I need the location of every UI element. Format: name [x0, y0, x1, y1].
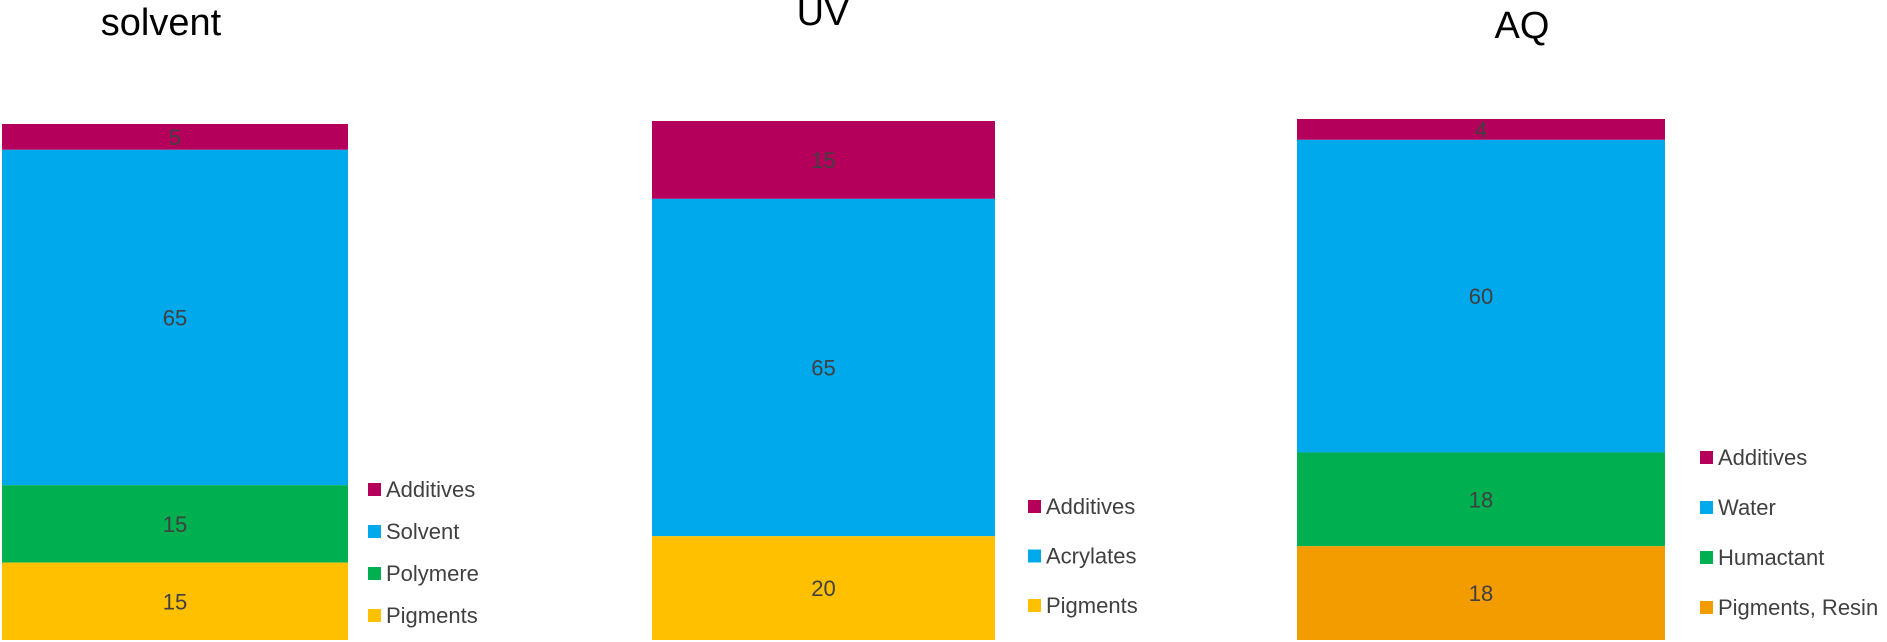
bar-segment-acrylates	[652, 198, 995, 537]
legend-swatch	[368, 609, 381, 622]
data-label: 65	[811, 356, 835, 381]
legend-swatch	[1700, 601, 1713, 614]
bar-segment-pigments	[652, 536, 995, 640]
legend-swatch	[368, 567, 381, 580]
legend-item: Pigments	[368, 603, 478, 628]
legend-item: Humactant	[1700, 545, 1824, 570]
legend-label: Pigments	[386, 603, 478, 628]
legend-label: Acrylates	[1046, 544, 1136, 569]
data-label: 60	[1469, 284, 1493, 309]
bar-segment-polymere	[2, 485, 348, 563]
legend-item: Pigments	[1028, 593, 1138, 618]
legend-label: Additives	[1718, 445, 1807, 470]
legend-label: Solvent	[386, 519, 459, 544]
legend: Additives Acrylates Pigments	[1028, 494, 1138, 618]
legend-item: Additives	[1028, 494, 1135, 519]
legend-item: Additives	[368, 477, 475, 502]
legend: Additives Water Humactant Pigments, Resin	[1700, 445, 1878, 620]
legend-swatch	[1028, 500, 1041, 513]
bar-segment-pigments-resin	[1297, 546, 1665, 640]
legend-item: Water	[1700, 495, 1776, 520]
bar-segment-humactant	[1297, 452, 1665, 547]
legend-swatch	[368, 525, 381, 538]
legend-label: Pigments	[1046, 593, 1138, 618]
legend-swatch	[1700, 451, 1713, 464]
legend-item: Solvent	[368, 519, 459, 544]
legend-label: Pigments, Resin	[1718, 595, 1878, 620]
data-label: 65	[163, 306, 187, 331]
legend-item: Acrylates	[1028, 544, 1136, 569]
bar-segment-pigments	[2, 562, 348, 640]
legend-swatch	[1028, 549, 1041, 563]
legend-items: Additives Solvent Polymere Pigments	[368, 477, 479, 628]
bar-segment-additives	[2, 124, 348, 150]
legend-item: Polymere	[368, 561, 479, 586]
chart-uv: UV 15 65 20 Additives Acrylates Pigments	[652, 0, 1138, 640]
data-label: 5	[169, 125, 181, 150]
legend-swatch	[368, 483, 381, 496]
data-label: 4	[1475, 117, 1487, 142]
data-label: 18	[1469, 581, 1493, 606]
legend-item: Pigments, Resin	[1700, 595, 1878, 620]
data-label: 18	[1469, 487, 1493, 512]
legend-label: Additives	[1046, 494, 1135, 519]
legend-items: Additives Water Humactant Pigments, Resin	[1700, 445, 1878, 620]
data-label: 15	[163, 512, 187, 537]
bar-stack: 4 60 18 18	[1297, 117, 1665, 640]
data-label: 15	[811, 148, 835, 173]
chart-solvent: solvent 5 65 15 15 Additives Solvent Polymere…	[2, 2, 479, 640]
data-label: 15	[163, 589, 187, 614]
chart-aq: AQ 4 60 18 18 Additives Water Humactant Pigmen…	[1297, 5, 1878, 640]
bar-stack: 5 65 15 15	[2, 124, 348, 640]
bar-stack: 15 65 20	[652, 121, 995, 640]
legend-label: Polymere	[386, 561, 479, 586]
bar-segment-solvent	[2, 149, 348, 486]
bar-segment-water	[1297, 139, 1665, 453]
chart-title: solvent	[101, 2, 222, 44]
legend-label: Humactant	[1718, 545, 1824, 570]
legend-swatch	[1700, 501, 1713, 514]
chart-title: AQ	[1495, 5, 1550, 47]
legend-item: Additives	[1700, 445, 1807, 470]
legend-label: Additives	[386, 477, 475, 502]
legend: Additives Solvent Polymere Pigments	[368, 477, 479, 628]
legend-swatch	[1700, 551, 1713, 564]
data-label: 20	[811, 576, 835, 601]
chart-title: UV	[797, 0, 850, 34]
bar-segment-additives	[1297, 119, 1665, 140]
legend-label: Water	[1718, 495, 1776, 520]
legend-items: Additives Acrylates Pigments	[1028, 494, 1138, 618]
legend-swatch	[1028, 599, 1041, 612]
bar-segment-additives	[652, 121, 995, 199]
